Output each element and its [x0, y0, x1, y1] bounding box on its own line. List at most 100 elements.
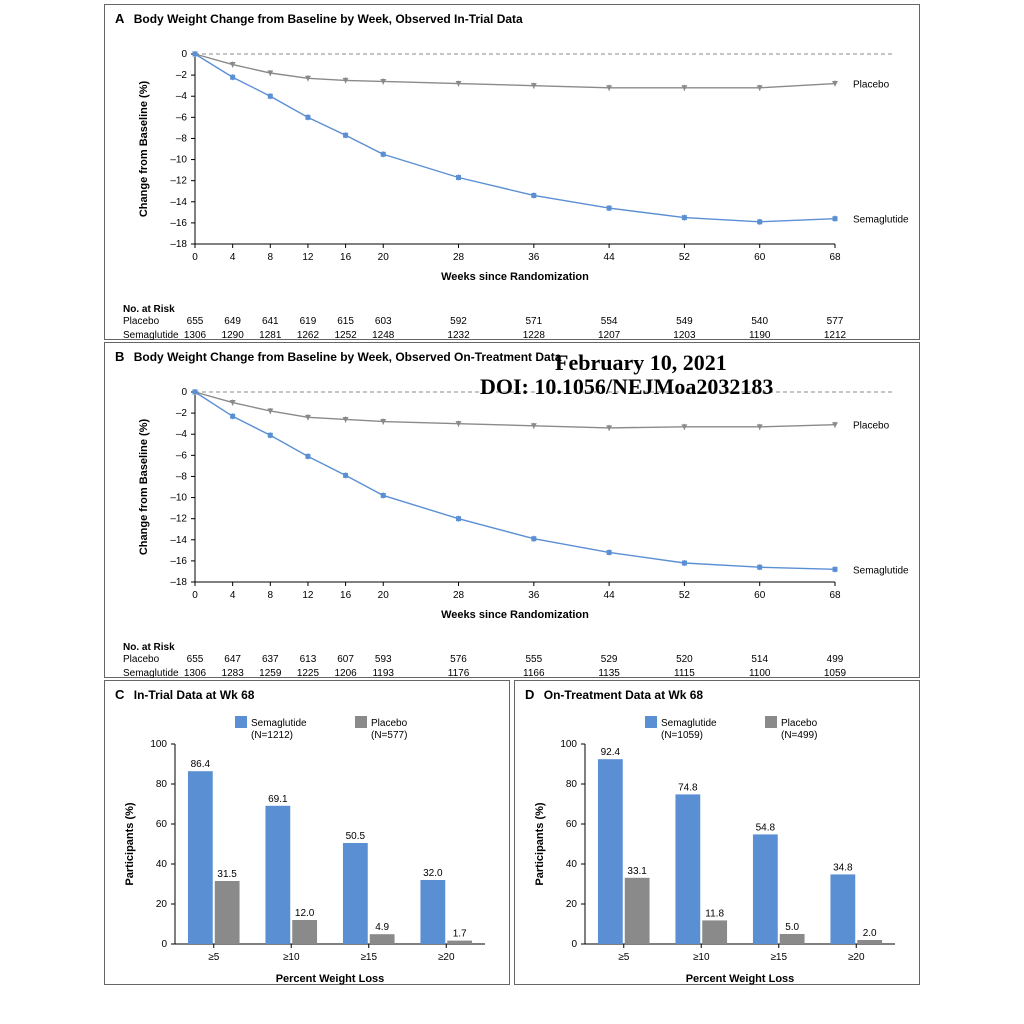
svg-text:≥10: ≥10 [693, 952, 710, 963]
panel-d: D On-Treatment Data at Wk 68 02040608010… [514, 680, 920, 985]
svg-text:4.9: 4.9 [375, 922, 389, 933]
panel-c-title: C In-Trial Data at Wk 68 [105, 681, 509, 704]
svg-text:0: 0 [181, 387, 187, 398]
svg-text:12: 12 [302, 252, 314, 263]
svg-text:(N=577): (N=577) [371, 730, 407, 741]
svg-text:100: 100 [150, 739, 167, 750]
svg-text:28: 28 [453, 252, 465, 263]
svg-text:16: 16 [340, 590, 352, 601]
svg-text:–12: –12 [170, 176, 187, 187]
svg-text:60: 60 [156, 819, 168, 830]
panel-b-title-text: Body Weight Change from Baseline by Week… [134, 350, 562, 364]
svg-text:52: 52 [679, 590, 691, 601]
svg-text:44: 44 [604, 252, 616, 263]
svg-text:16: 16 [340, 252, 352, 263]
svg-text:20: 20 [378, 252, 390, 263]
svg-text:≥5: ≥5 [208, 952, 219, 963]
panel-c-title-text: In-Trial Data at Wk 68 [134, 688, 255, 702]
svg-text:≥20: ≥20 [848, 952, 865, 963]
svg-text:92.4: 92.4 [601, 747, 621, 758]
panel-d-svg: 020406080100Semaglutide(N=1059)Placebo(N… [515, 704, 919, 998]
svg-text:54.8: 54.8 [756, 822, 776, 833]
svg-text:44: 44 [604, 590, 616, 601]
svg-text:–8: –8 [176, 133, 188, 144]
panel-a-letter: A [115, 11, 124, 26]
svg-text:28: 28 [453, 590, 465, 601]
svg-text:Participants (%): Participants (%) [124, 802, 136, 885]
svg-text:12.0: 12.0 [295, 908, 315, 919]
panel-b-title: B Body Weight Change from Baseline by We… [105, 343, 919, 366]
svg-text:8: 8 [268, 590, 274, 601]
panel-c-svg: 020406080100Semaglutide(N=1212)Placebo(N… [105, 704, 509, 998]
panel-a-title: A Body Weight Change from Baseline by We… [105, 5, 919, 28]
panel-d-letter: D [525, 687, 534, 702]
svg-text:Semaglutide: Semaglutide [251, 718, 307, 729]
svg-text:Percent Weight Loss: Percent Weight Loss [276, 973, 385, 985]
panel-c-letter: C [115, 687, 124, 702]
svg-text:40: 40 [566, 859, 578, 870]
svg-text:0: 0 [192, 252, 198, 263]
svg-text:69.1: 69.1 [268, 794, 288, 805]
svg-text:Change from Baseline (%): Change from Baseline (%) [138, 81, 150, 218]
svg-text:–6: –6 [176, 112, 188, 123]
svg-text:100: 100 [560, 739, 577, 750]
svg-text:32.0: 32.0 [423, 868, 443, 879]
svg-text:Percent Weight Loss: Percent Weight Loss [686, 973, 795, 985]
panel-c-chart: 020406080100Semaglutide(N=1212)Placebo(N… [105, 704, 509, 998]
panel-d-title-text: On-Treatment Data at Wk 68 [544, 688, 703, 702]
svg-text:0: 0 [571, 939, 577, 950]
svg-text:–4: –4 [176, 429, 188, 440]
svg-text:4: 4 [230, 252, 236, 263]
svg-text:–12: –12 [170, 514, 187, 525]
svg-text:≥15: ≥15 [360, 952, 377, 963]
svg-text:80: 80 [566, 779, 578, 790]
svg-text:31.5: 31.5 [217, 869, 237, 880]
svg-text:≥5: ≥5 [618, 952, 629, 963]
panel-c: C In-Trial Data at Wk 68 020406080100Sem… [104, 680, 510, 985]
svg-text:36: 36 [528, 590, 540, 601]
panel-d-chart: 020406080100Semaglutide(N=1059)Placebo(N… [515, 704, 919, 998]
svg-text:36: 36 [528, 252, 540, 263]
svg-text:34.8: 34.8 [833, 862, 853, 873]
svg-text:–16: –16 [170, 218, 187, 229]
panel-b-chart: 0–2–4–6–8–10–12–14–16–180481216202836445… [105, 366, 919, 636]
svg-text:60: 60 [566, 819, 578, 830]
svg-text:Placebo: Placebo [781, 718, 818, 729]
panel-b-svg: 0–2–4–6–8–10–12–14–16–180481216202836445… [105, 366, 919, 636]
svg-text:5.0: 5.0 [785, 922, 799, 933]
svg-text:≥10: ≥10 [283, 952, 300, 963]
svg-text:12: 12 [302, 590, 314, 601]
svg-text:–18: –18 [170, 577, 187, 588]
svg-text:1.7: 1.7 [453, 929, 467, 940]
panel-a-svg: 0–2–4–6–8–10–12–14–16–180481216202836445… [105, 28, 919, 298]
panel-b: B Body Weight Change from Baseline by We… [104, 342, 920, 678]
svg-text:–18: –18 [170, 239, 187, 250]
svg-text:Placebo: Placebo [371, 718, 408, 729]
svg-text:50.5: 50.5 [346, 831, 366, 842]
svg-text:8: 8 [268, 252, 274, 263]
svg-text:11.8: 11.8 [705, 908, 724, 919]
svg-text:20: 20 [156, 899, 168, 910]
svg-text:Semaglutide: Semaglutide [853, 565, 909, 576]
svg-text:40: 40 [156, 859, 168, 870]
svg-text:Placebo: Placebo [853, 421, 890, 432]
svg-text:Weeks since Randomization: Weeks since Randomization [441, 271, 589, 283]
svg-text:Weeks since Randomization: Weeks since Randomization [441, 609, 589, 621]
svg-text:86.4: 86.4 [191, 759, 211, 770]
svg-text:Change from Baseline (%): Change from Baseline (%) [138, 419, 150, 556]
svg-text:60: 60 [754, 252, 766, 263]
svg-text:–6: –6 [176, 450, 188, 461]
svg-text:–14: –14 [170, 197, 187, 208]
svg-text:74.8: 74.8 [678, 782, 698, 793]
svg-text:0: 0 [181, 49, 187, 60]
svg-text:≥15: ≥15 [770, 952, 787, 963]
svg-text:–2: –2 [176, 408, 188, 419]
svg-text:≥20: ≥20 [438, 952, 455, 963]
svg-text:4: 4 [230, 590, 236, 601]
svg-text:–2: –2 [176, 70, 188, 81]
svg-text:80: 80 [156, 779, 168, 790]
svg-text:68: 68 [829, 590, 841, 601]
figure-container: A Body Weight Change from Baseline by We… [0, 0, 1024, 1024]
panel-a-chart: 0–2–4–6–8–10–12–14–16–180481216202836445… [105, 28, 919, 298]
svg-text:(N=1059): (N=1059) [661, 730, 703, 741]
